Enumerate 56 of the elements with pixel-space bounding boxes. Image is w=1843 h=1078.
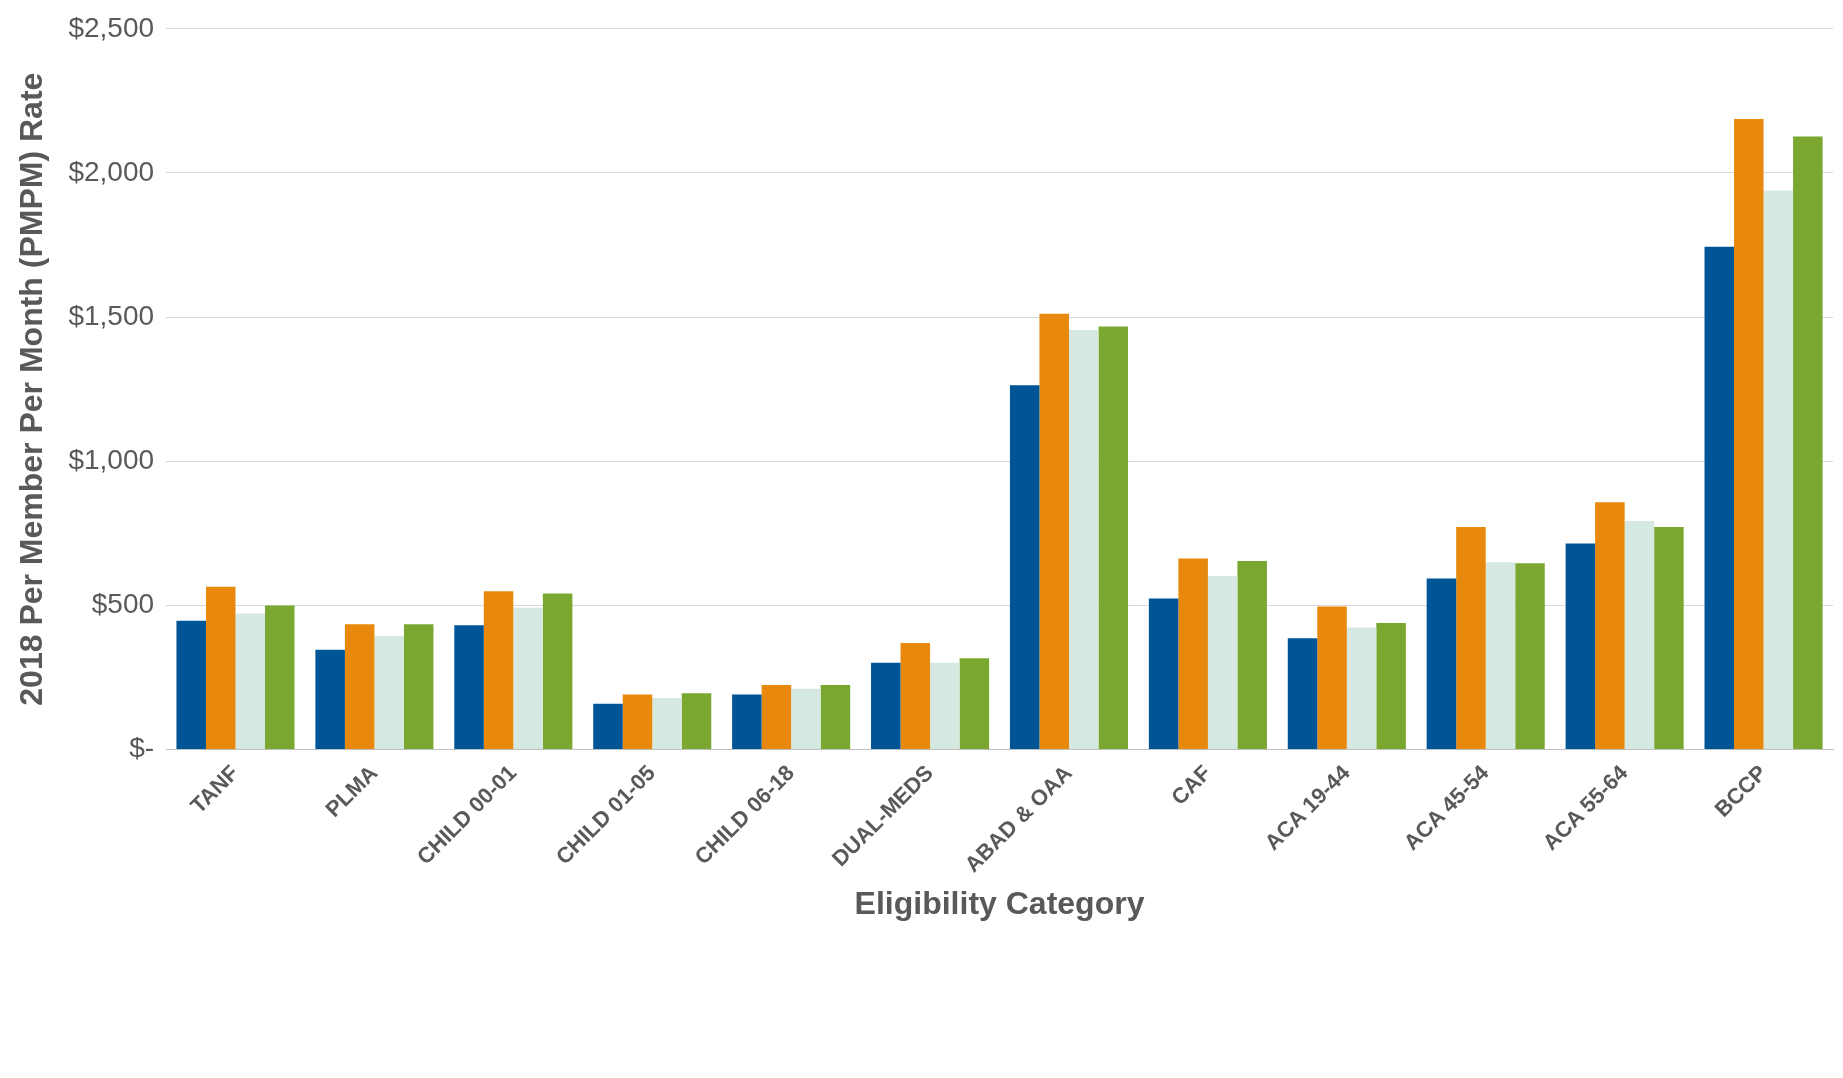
bar [1624,520,1655,750]
bar [1178,558,1208,750]
bar [1456,526,1486,750]
bar [1148,598,1179,750]
x-axis-title: Eligibility Category [854,884,1145,921]
bar [1039,313,1069,750]
bar [593,703,623,750]
bar [176,620,206,750]
bar [374,635,404,750]
bar [315,649,345,750]
bar [1376,622,1406,750]
bar [652,697,682,750]
bar [235,613,266,750]
bar [1207,575,1238,750]
bar [1426,578,1457,750]
bar [1704,246,1735,750]
bar [1793,136,1823,750]
bar [483,591,514,750]
bar [820,684,851,750]
bar [1346,627,1377,750]
bar [454,625,484,750]
y-tick-label: $- [129,732,155,764]
bar [205,586,236,750]
y-axis-title: 2018 Per Member Per Month (PMPM) Rate [13,72,50,706]
bar [732,694,762,750]
bar [930,662,960,750]
y-tick-label: $500 [91,588,155,620]
bar [403,624,434,750]
bar [1009,385,1040,750]
bar [622,694,653,750]
bar [900,642,931,750]
bar [761,684,792,750]
y-tick-label: $2,000 [68,155,155,187]
bar [1485,562,1516,750]
bar [959,658,990,750]
bar [1515,563,1545,750]
y-tick-label: $1,500 [68,299,155,331]
bar [344,624,375,750]
y-tick-label: $1,000 [68,443,155,475]
bar [1098,326,1129,750]
bar [513,607,543,750]
bar [1654,526,1684,750]
bar [1763,190,1794,750]
bar [1565,543,1596,750]
bar [871,662,901,750]
bar [265,605,295,750]
bar [681,693,712,750]
bar [1595,502,1625,750]
bar [1068,330,1099,750]
bar [1317,606,1347,750]
bar [1237,561,1267,750]
y-tick-label: $2,500 [68,11,155,43]
bar [791,688,821,750]
bar [1287,638,1318,750]
bar [1734,119,1764,750]
bar [542,593,573,750]
